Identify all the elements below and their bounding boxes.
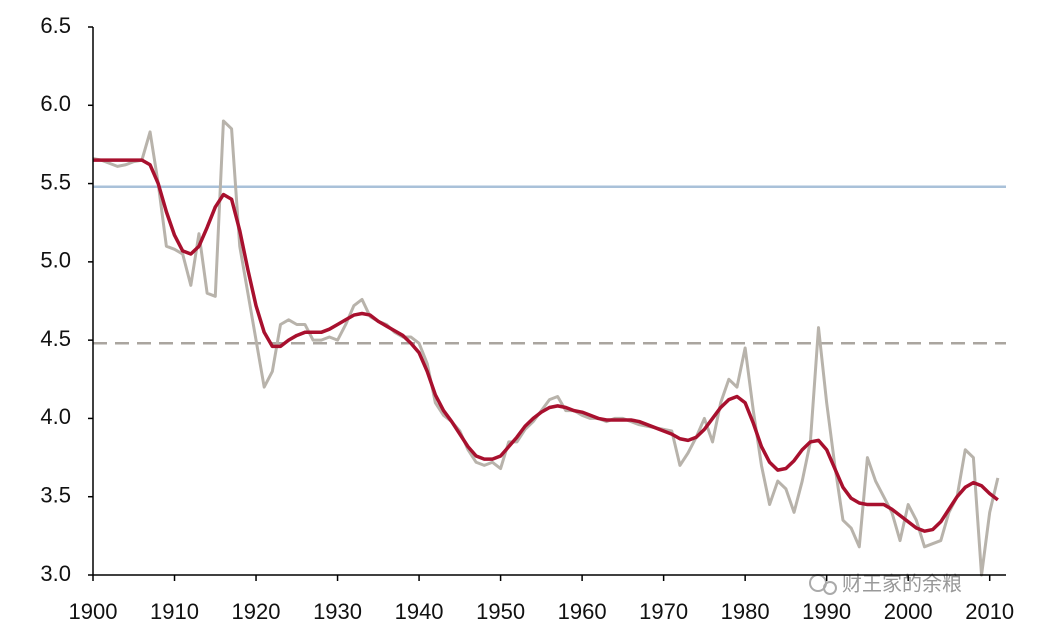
x-tick-label: 1980 bbox=[721, 599, 770, 624]
x-tick-label: 1950 bbox=[476, 599, 525, 624]
y-tick-label: 4.0 bbox=[40, 404, 71, 429]
y-tick-label: 5.0 bbox=[40, 248, 71, 273]
y-tick-label: 3.5 bbox=[40, 483, 71, 508]
x-tick-label: 1920 bbox=[232, 599, 281, 624]
y-tick-label: 3.0 bbox=[40, 561, 71, 586]
watermark-text: 财王家的余粮 bbox=[842, 572, 962, 595]
series-line bbox=[92, 119, 1000, 577]
x-tick-label: 1960 bbox=[558, 599, 607, 624]
x-tick-label: 1910 bbox=[150, 599, 199, 624]
x-tick-label: 1900 bbox=[69, 599, 118, 624]
y-tick-label: 4.5 bbox=[40, 326, 71, 351]
y-tick-label: 5.5 bbox=[40, 169, 71, 194]
x-tick-label: 1970 bbox=[639, 599, 688, 624]
x-tick-label: 1930 bbox=[313, 599, 362, 624]
x-tick-label: 2010 bbox=[965, 599, 1014, 624]
x-tick-label: 1990 bbox=[802, 599, 851, 624]
series-line bbox=[93, 158, 999, 533]
y-tick-label: 6.0 bbox=[40, 91, 71, 116]
x-tick-label: 1940 bbox=[395, 599, 444, 624]
watermark-icon bbox=[823, 581, 837, 595]
y-tick-label: 6.5 bbox=[40, 13, 71, 38]
x-tick-label: 2000 bbox=[884, 599, 933, 624]
